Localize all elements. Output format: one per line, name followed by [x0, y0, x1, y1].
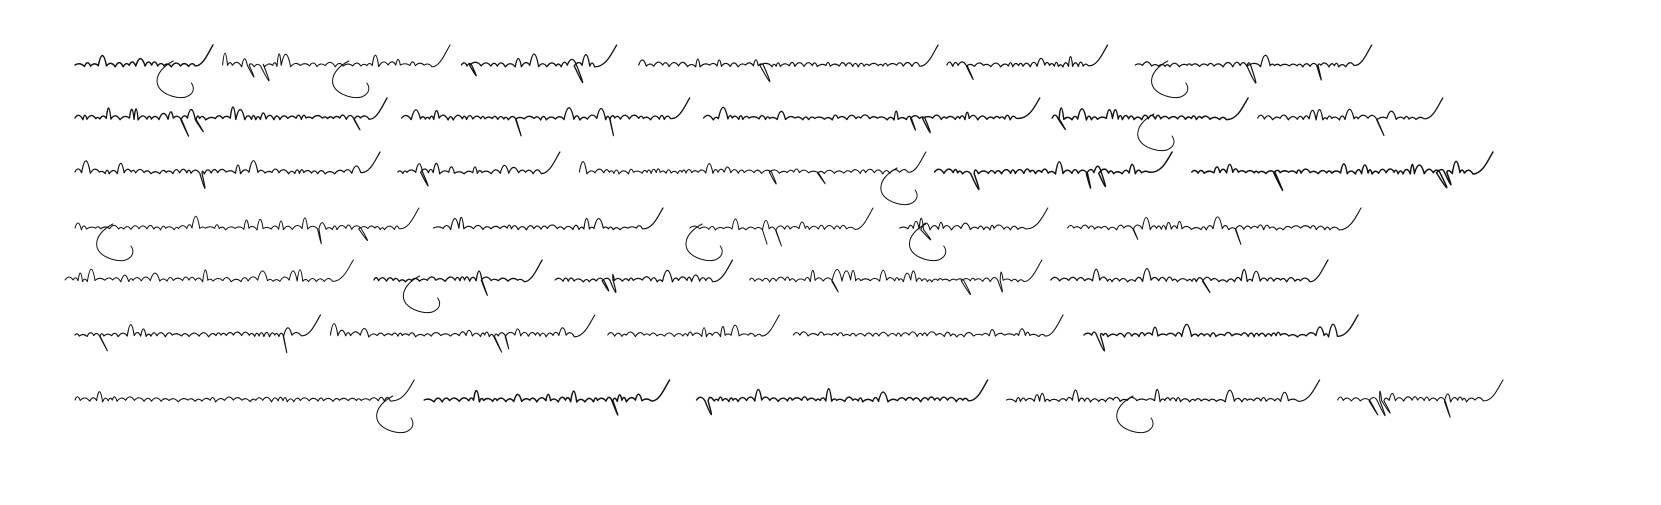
handwriting-stroke	[946, 44, 1109, 81]
handwriting-stroke	[74, 44, 214, 68]
handwriting-stroke	[702, 97, 1041, 134]
handwriting-stroke	[1191, 151, 1494, 192]
handwriting-stroke	[899, 207, 1049, 241]
handwriting-stroke	[74, 207, 420, 245]
handwriting-stroke	[749, 259, 1043, 296]
handwriting-loop	[96, 223, 134, 262]
handwriting-stroke	[74, 314, 322, 354]
handwriting-stroke	[400, 97, 691, 137]
handwriting-loop	[1116, 395, 1154, 434]
handwriting-stroke	[578, 151, 927, 185]
handwriting-stroke	[423, 379, 671, 416]
handwriting-loop	[1137, 113, 1175, 152]
handwriting-stroke	[607, 314, 780, 338]
handwriting-stroke	[933, 151, 1173, 191]
handwriting-loop	[685, 223, 723, 262]
handwriting-stroke	[74, 151, 381, 190]
handwriting-stroke	[433, 207, 664, 231]
handwriting-loop	[156, 60, 194, 99]
handwriting-stroke	[792, 314, 1064, 338]
handwriting-loop	[1151, 60, 1189, 99]
handwriting-stroke	[1337, 379, 1504, 418]
handwriting-stroke	[1257, 97, 1444, 137]
handwriting-stroke	[397, 151, 561, 187]
handwriting-stroke	[695, 379, 989, 416]
handwriting-stroke	[64, 259, 354, 283]
handwriting-stroke	[638, 44, 939, 83]
handwriting-loop	[376, 395, 414, 434]
handwriting-stroke	[554, 259, 734, 293]
handwriting-stroke	[74, 97, 388, 137]
handwriting-loop	[402, 275, 441, 314]
handwriting-loop	[909, 223, 947, 262]
handwriting-stroke	[689, 207, 874, 247]
handwriting-stroke	[329, 314, 596, 353]
handwriting-stroke	[1134, 44, 1373, 84]
handwriting-stroke	[373, 259, 543, 296]
handwriting-stroke	[460, 44, 618, 84]
handwriting-stroke	[74, 379, 415, 403]
handwriting-loop	[880, 167, 918, 206]
handwriting-stroke	[1050, 259, 1329, 294]
handwriting-stroke	[1083, 314, 1359, 352]
handwriting-stroke	[222, 44, 451, 82]
handwriting-stroke	[1067, 207, 1362, 245]
handwriting-stroke	[1051, 97, 1249, 131]
handwriting-stroke	[1005, 379, 1321, 403]
handwritten-lines	[64, 44, 1504, 434]
handwriting-loop	[332, 60, 370, 99]
